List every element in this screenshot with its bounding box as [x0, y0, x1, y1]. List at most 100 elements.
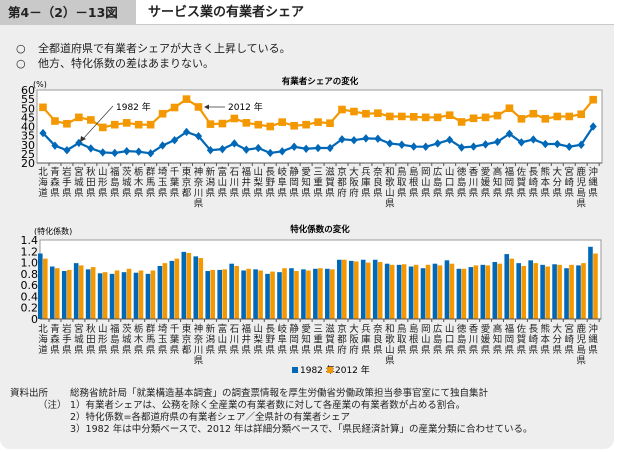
- y-tick-label: 1.0: [21, 257, 39, 270]
- data-point-1982: [326, 143, 334, 153]
- category-label: 岡山県: [421, 167, 431, 199]
- y-tick-label: 60: [21, 84, 35, 97]
- category-label: 福井県: [242, 323, 252, 356]
- bar-1982: [217, 269, 222, 319]
- bar-1982: [408, 266, 414, 319]
- data-point-2012: [242, 119, 251, 127]
- bar-1982: [528, 260, 533, 319]
- data-point-2012: [409, 113, 418, 121]
- data-point-2012: [254, 120, 263, 129]
- data-point-1982: [302, 144, 310, 153]
- category-label: 山梨県: [254, 167, 264, 199]
- category-label: 石川県: [230, 324, 240, 356]
- category-label: 島根県: [409, 323, 419, 356]
- legend-swatch-2012: [327, 367, 333, 373]
- bar-2012: [533, 263, 538, 319]
- data-point-2012: [278, 118, 286, 126]
- data-point-2012: [302, 120, 310, 129]
- category-label: 静岡県: [289, 323, 299, 356]
- bar-1982: [348, 260, 354, 319]
- category-label: 茨城県: [122, 323, 132, 356]
- data-point-2012: [182, 95, 191, 103]
- category-label: 長崎県: [529, 167, 539, 199]
- bar-2012: [54, 268, 60, 319]
- notes-label: （注）: [38, 400, 67, 411]
- category-label: 熊本県: [541, 166, 551, 199]
- category-label: 埼玉県: [158, 323, 168, 356]
- bullet-2: ○ 他方、特化係数の差はあまりない。: [16, 55, 214, 71]
- category-label: 群馬県: [146, 323, 156, 356]
- bar-2012: [138, 270, 144, 319]
- arrow-head-icon: [204, 104, 209, 110]
- category-label: 奈良県: [373, 166, 383, 199]
- category-label: 兵庫県: [361, 323, 371, 356]
- category-label: 鹿児島県: [576, 166, 586, 210]
- bar-2012: [282, 268, 287, 319]
- bar-1982: [241, 270, 246, 319]
- bar-1982: [133, 272, 139, 319]
- category-label: 青森県: [50, 323, 60, 356]
- data-point-2012: [457, 118, 466, 126]
- y-axis-unit: (%): [33, 80, 47, 89]
- bar-1982: [420, 268, 426, 319]
- y-tick-label: 0.4: [21, 290, 39, 303]
- bar-2012: [569, 264, 574, 319]
- bar-2012: [413, 264, 419, 319]
- data-point-2012: [314, 118, 322, 126]
- category-label: 山形県: [98, 324, 108, 356]
- data-point-1982: [565, 142, 573, 151]
- category-label: 新潟県: [206, 166, 216, 199]
- data-point-2012: [266, 122, 275, 131]
- category-label: 福岡県: [505, 323, 515, 356]
- bar-2012: [43, 258, 48, 319]
- bar-2012: [497, 263, 503, 319]
- data-point-1982: [493, 137, 502, 147]
- data-point-2012: [75, 113, 83, 122]
- bar-1982: [265, 273, 270, 319]
- y-tick-label: 0: [31, 313, 38, 326]
- y-tick-label: 40: [21, 121, 35, 134]
- bar-1982: [432, 263, 438, 319]
- data-point-2012: [290, 121, 298, 130]
- data-point-1982: [314, 143, 322, 153]
- circle-bullet-icon: ○: [16, 57, 26, 70]
- bar-1982: [396, 264, 402, 319]
- data-point-2012: [134, 120, 143, 129]
- category-label: 鳥取県: [397, 166, 407, 199]
- figure-title: サービス業の有業者シェア: [136, 0, 614, 25]
- data-point-1982: [458, 143, 466, 152]
- circle-bullet-icon: ○: [16, 42, 26, 55]
- category-label: 宮崎県: [564, 323, 574, 356]
- data-point-1982: [230, 139, 238, 148]
- category-label: 高知県: [493, 166, 503, 199]
- data-point-1982: [422, 142, 430, 151]
- bar-2012: [66, 269, 72, 319]
- data-point-2012: [517, 115, 526, 123]
- y-tick-label: 1.2: [21, 245, 39, 258]
- chart-title: 特化係数の変化: [290, 224, 350, 235]
- bar-2012: [330, 269, 335, 319]
- bar-2012: [246, 268, 251, 319]
- category-label: 和歌山県: [385, 324, 395, 367]
- bar-1982: [540, 264, 545, 319]
- data-point-1982: [374, 134, 382, 143]
- bar-1982: [38, 253, 43, 319]
- bar-1982: [61, 271, 67, 319]
- bar-1982: [193, 256, 199, 319]
- data-point-2012: [230, 114, 239, 123]
- category-label: 神奈川県: [194, 166, 204, 210]
- category-label: 茨城県: [122, 166, 132, 199]
- data-point-2012: [350, 107, 358, 116]
- category-label: 滋賀県: [325, 323, 335, 356]
- data-point-1982: [338, 135, 346, 144]
- data-point-1982: [350, 135, 358, 145]
- bar-1982: [325, 268, 330, 319]
- data-point-1982: [434, 139, 442, 148]
- category-label: 長野県: [265, 167, 275, 199]
- category-label: 秋田県: [86, 323, 96, 356]
- category-label: 京都府: [337, 323, 347, 356]
- data-point-1982: [410, 142, 418, 151]
- data-point-1982: [589, 122, 597, 131]
- data-point-2012: [63, 119, 71, 128]
- category-label: 岩手県: [62, 323, 72, 356]
